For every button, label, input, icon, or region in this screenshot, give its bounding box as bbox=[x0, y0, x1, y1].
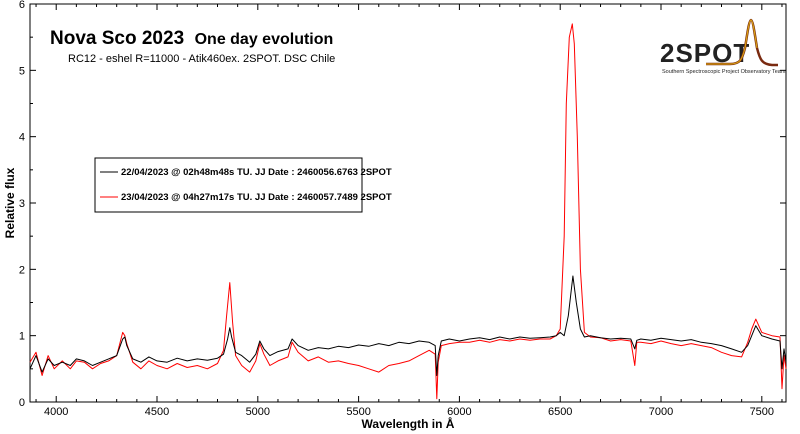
x-tick-label: 7500 bbox=[750, 406, 774, 418]
x-tick-label: 4000 bbox=[44, 406, 68, 418]
chart-info: RC12 - eshel R=11000 - Atik460ex. 2SPOT.… bbox=[68, 53, 335, 65]
x-axis-title: Wavelength in Å bbox=[362, 416, 455, 431]
y-tick-label: 0 bbox=[19, 397, 25, 409]
x-tick-label: 4500 bbox=[145, 406, 169, 418]
chart-title-main: Nova Sco 2023 bbox=[50, 28, 184, 49]
2spot-logo: 2SPOT Southern Spectroscopic Project Obs… bbox=[660, 18, 786, 75]
logo-caption: Southern Spectroscopic Project Observato… bbox=[662, 69, 786, 75]
legend-label-series-2: 23/04/2023 @ 04h27m17s TU. JJ Date : 246… bbox=[121, 192, 392, 203]
series-layer bbox=[29, 23, 787, 400]
y-tick-label: 6 bbox=[19, 0, 25, 11]
series-line-1 bbox=[29, 275, 787, 376]
y-tick-label: 5 bbox=[19, 65, 25, 77]
x-tick-label: 7000 bbox=[649, 406, 673, 418]
y-tick-label: 2 bbox=[19, 264, 25, 276]
y-axis-title: Relative flux bbox=[3, 167, 17, 238]
y-tick-label: 1 bbox=[19, 331, 25, 343]
x-tick-label: 6000 bbox=[447, 406, 471, 418]
y-tick-label: 4 bbox=[19, 132, 25, 144]
chart-title: Nova Sco 2023 One day evolution bbox=[50, 28, 333, 49]
chart-subtitle: One day evolution bbox=[195, 31, 334, 48]
legend-label-series-1: 22/04/2023 @ 02h48m48s TU. JJ Date : 246… bbox=[121, 167, 392, 178]
x-tick-label: 6500 bbox=[548, 406, 572, 418]
legend-box bbox=[94, 157, 363, 213]
series-line-2 bbox=[29, 23, 787, 400]
x-tick-label: 5000 bbox=[246, 406, 270, 418]
x-tick-label: 5500 bbox=[346, 406, 370, 418]
y-axis: 0 1 2 3 4 5 6 bbox=[19, 0, 786, 409]
logo-spectrum-highlight-icon bbox=[706, 19, 758, 65]
y-tick-label: 3 bbox=[19, 198, 25, 210]
legend: 22/04/2023 @ 02h48m48s TU. JJ Date : 246… bbox=[94, 157, 392, 213]
x-axis: 4000 4500 5000 5500 6000 6500 7000 7500 bbox=[35, 4, 783, 418]
